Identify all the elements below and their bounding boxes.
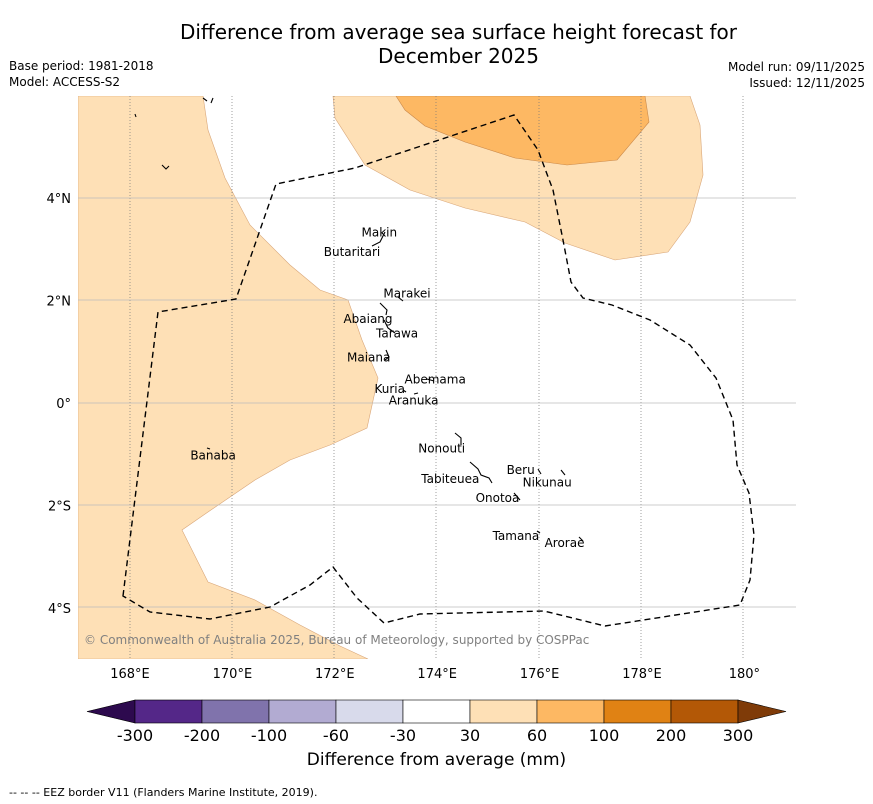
copyright-notice: © Commonwealth of Australia 2025, Bureau… — [84, 633, 589, 647]
island-label-abaiang: Abaiang — [343, 312, 392, 326]
colorbar-extend-high — [737, 699, 787, 724]
island-label-arorae: Arorae — [545, 536, 585, 550]
title-line-1: Difference from average sea surface heig… — [179, 20, 738, 44]
colorbar-tick-label: -100 — [251, 726, 287, 745]
lat-tick-label: 2°N — [47, 295, 72, 310]
island-label-banaba: Banaba — [190, 449, 236, 463]
island-coast — [426, 378, 435, 382]
island-label-onotoa: Onotoa — [476, 491, 520, 505]
colorbar: -300 -200 -100 -60 -30 30 60 100 200 300 — [86, 699, 787, 745]
island-label-marakei: Marakei — [383, 287, 430, 301]
island-label-beru: Beru — [507, 463, 535, 477]
colorbar-tick-label: 100 — [589, 726, 620, 745]
island-label-nikunau: Nikunau — [523, 476, 572, 490]
colorbar-label: Difference from average (mm) — [306, 750, 567, 770]
island-label-makin: Makin — [361, 226, 397, 240]
model-run: Model run: 09/11/2025 — [727, 60, 865, 74]
base-period: Base period: 1981-2018 — [9, 59, 154, 73]
colorbar-bin — [134, 699, 203, 724]
lat-tick-label: 0° — [56, 397, 71, 412]
latitude-labels: 4°N 2°N 0° 2°S 4°S — [47, 192, 72, 617]
colorbar-bin — [670, 699, 739, 724]
lat-tick-label: 4°N — [47, 192, 72, 207]
lat-tick-label: 2°S — [48, 499, 71, 514]
lon-tick-label: 174°E — [417, 667, 457, 682]
eez-border — [122, 114, 755, 627]
island-coast — [413, 392, 419, 395]
colorbar-bin — [402, 699, 471, 724]
lon-tick-label: 180° — [729, 667, 760, 682]
lon-tick-label: 178°E — [622, 667, 662, 682]
island-coast — [402, 389, 407, 393]
island-coast — [206, 447, 211, 450]
island-coast — [578, 536, 584, 542]
island-label-tarawa: Tarawa — [375, 326, 418, 340]
colorbar-bin — [268, 699, 337, 724]
model-name: Model: ACCESS-S2 — [9, 75, 121, 89]
lat-tick-label: 4°S — [48, 602, 71, 617]
island-label-butaritari: Butaritari — [324, 245, 381, 259]
colorbar-tick-label: 30 — [460, 726, 480, 745]
colorbar-bin — [335, 699, 404, 724]
island-coast — [210, 97, 214, 104]
coastlines — [134, 97, 584, 542]
anomaly-region-west — [78, 96, 379, 659]
island-coast — [454, 432, 462, 445]
island-coast — [161, 164, 170, 170]
island-label-tamana: Tamana — [492, 529, 540, 543]
lon-tick-label: 170°E — [213, 667, 253, 682]
island-coast — [384, 349, 390, 361]
meta-left: Base period: 1981-2018 Model: ACCESS-S2 — [9, 58, 154, 90]
island-label-aranuka: Aranuka — [389, 393, 439, 407]
colorbar-bin — [603, 699, 672, 724]
map-title: Difference from average sea surface heig… — [0, 20, 873, 68]
island-label-abemama: Abemama — [405, 373, 466, 387]
colorbar-tick-label: 60 — [527, 726, 547, 745]
colorbar-extend-low — [86, 699, 136, 724]
colorbar-tick-label: -60 — [323, 726, 349, 745]
island-label-nonouti: Nonouti — [418, 441, 465, 455]
island-label-kuria: Kuria — [374, 382, 405, 396]
title-line-2: December 2025 — [378, 44, 539, 68]
colorbar-tick-label: -30 — [390, 726, 416, 745]
meta-right: Model run: 09/11/2025 Issued: 12/11/2025 — [728, 59, 865, 91]
colorbar-bin — [536, 699, 605, 724]
island-coast — [536, 530, 541, 534]
gridlines — [78, 96, 796, 659]
colorbar-tick-label: 200 — [656, 726, 687, 745]
lon-tick-label: 168°E — [110, 667, 150, 682]
footer-note: -- -- -- EEZ border V11 (Flanders Marine… — [9, 786, 318, 799]
island-coast — [513, 492, 521, 501]
island-coast — [469, 461, 493, 484]
colorbar-bin — [469, 699, 538, 724]
lon-tick-label: 172°E — [315, 667, 355, 682]
island-label-maiana: Maiana — [347, 350, 390, 364]
island-label-tabiteuea: Tabiteuea — [420, 472, 479, 486]
island-coast — [537, 468, 542, 475]
island-coast — [134, 113, 137, 118]
colorbar-bin — [201, 699, 270, 724]
island-coast — [560, 469, 566, 476]
colorbar-tick-label: -300 — [117, 726, 153, 745]
issued-date: Issued: 12/11/2025 — [749, 76, 865, 90]
longitude-labels: 168°E 170°E 172°E 174°E 176°E 178°E 180° — [110, 667, 760, 682]
anomaly-region-high — [395, 96, 650, 166]
island-coast — [397, 296, 404, 302]
colorbar-tick-label: -200 — [184, 726, 220, 745]
island-coast — [202, 97, 208, 102]
island-coast — [379, 302, 388, 316]
island-coast — [383, 319, 396, 334]
colorbar-tick-label: 300 — [723, 726, 754, 745]
lon-tick-label: 176°E — [520, 667, 560, 682]
island-coast — [371, 231, 386, 247]
